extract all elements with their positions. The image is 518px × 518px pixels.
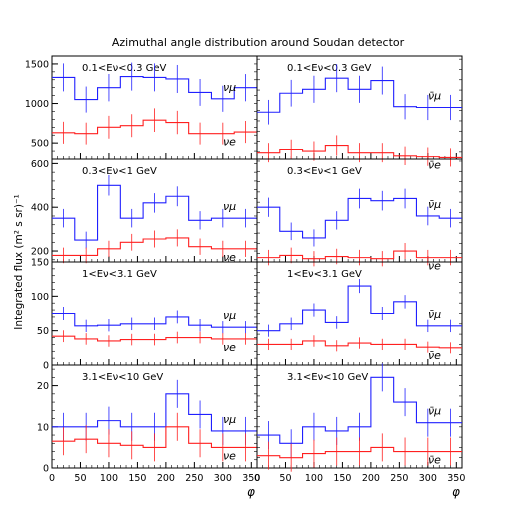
series-label-mu: νμ xyxy=(223,81,236,94)
series-line-mu xyxy=(52,184,257,241)
series-label-e: ν̄e xyxy=(428,454,441,467)
y-tick-label: 100 xyxy=(31,292,49,303)
x-tick-label: 250 xyxy=(390,473,408,484)
y-tick-label: 200 xyxy=(31,247,49,258)
energy-label: 0.1<Eν<0.3 GeV xyxy=(82,63,167,74)
series-line-e xyxy=(52,119,257,135)
y-tick-label: 150 xyxy=(31,258,49,269)
series-label-mu: ν̄μ xyxy=(428,405,441,418)
series-line-e xyxy=(257,446,462,459)
series-label-e: νe xyxy=(223,136,236,149)
x-tick-label: 100 xyxy=(305,473,323,484)
series-label-e: ν̄e xyxy=(428,349,441,362)
x-axis-label: φ xyxy=(452,485,460,499)
energy-label: 1<Eν<3.1 GeV xyxy=(82,269,157,280)
y-tick-label: 20 xyxy=(37,381,49,392)
y-tick-label: 0 xyxy=(43,361,49,372)
series-line-e xyxy=(52,426,257,448)
x-tick-label: 50 xyxy=(74,473,86,484)
x-tick-label: 350 xyxy=(447,473,465,484)
x-tick-label: 100 xyxy=(100,473,118,484)
x-tick-label: 0 xyxy=(49,473,55,484)
x-tick-label: 300 xyxy=(214,473,232,484)
x-tick-label: 0 xyxy=(254,473,260,484)
series-label-e: ν̄e xyxy=(428,159,441,172)
x-tick-label: 350 xyxy=(242,473,260,484)
energy-label: 3.1<Eν<10 GeV xyxy=(287,372,368,383)
series-line-e xyxy=(257,144,462,158)
x-tick-label: 50 xyxy=(279,473,291,484)
figure-title: Azimuthal angle distribution around Soud… xyxy=(112,36,405,49)
series-label-mu: ν̄μ xyxy=(428,198,441,211)
series-line-mu xyxy=(257,376,462,444)
energy-label: 3.1<Eν<10 GeV xyxy=(82,372,163,383)
series-label-mu: νμ xyxy=(223,413,236,426)
series-line-mu xyxy=(257,77,462,113)
y-tick-label: 500 xyxy=(31,139,49,150)
energy-label: 0.1<Eν<0.3 GeV xyxy=(287,63,372,74)
series-line-mu xyxy=(257,285,462,332)
y-axis-label: Integrated flux (m² s sr)⁻¹ xyxy=(13,194,25,329)
x-tick-label: 250 xyxy=(185,473,203,484)
series-label-mu: ν̄μ xyxy=(428,308,441,321)
series-label-mu: ν̄μ xyxy=(428,90,441,103)
y-tick-label: 1500 xyxy=(25,59,49,70)
y-tick-label: 10 xyxy=(37,422,49,433)
series-label-e: νe xyxy=(223,251,236,264)
y-tick-label: 400 xyxy=(31,203,49,214)
energy-label: 0.3<Eν<1 GeV xyxy=(82,166,157,177)
series-line-e xyxy=(257,250,462,260)
y-tick-label: 600 xyxy=(31,159,49,170)
x-tick-label: 200 xyxy=(362,473,380,484)
y-tick-label: 0 xyxy=(43,464,49,475)
energy-label: 1<Eν<3.1 GeV xyxy=(287,269,362,280)
series-label-mu: νμ xyxy=(223,200,236,213)
series-label-e: νe xyxy=(223,449,236,462)
y-tick-label: 1000 xyxy=(25,99,49,110)
series-label-mu: νμ xyxy=(223,309,236,322)
x-tick-label: 300 xyxy=(419,473,437,484)
series-line-e xyxy=(52,335,257,342)
series-label-e: ν̄e xyxy=(428,260,441,273)
x-axis-label: φ xyxy=(247,485,255,499)
x-tick-label: 150 xyxy=(128,473,146,484)
energy-label: 0.3<Eν<1 GeV xyxy=(287,166,362,177)
x-tick-label: 200 xyxy=(157,473,175,484)
y-tick-label: 50 xyxy=(37,326,49,337)
series-label-e: νe xyxy=(223,341,236,354)
x-tick-label: 150 xyxy=(333,473,351,484)
